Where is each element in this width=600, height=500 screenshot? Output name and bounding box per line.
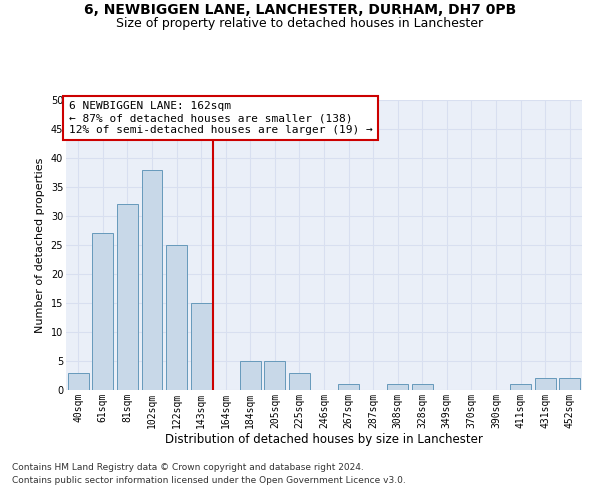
Bar xyxy=(240,361,261,390)
Bar xyxy=(92,234,113,390)
Text: 6, NEWBIGGEN LANE, LANCHESTER, DURHAM, DH7 0PB: 6, NEWBIGGEN LANE, LANCHESTER, DURHAM, D… xyxy=(84,2,516,16)
Bar xyxy=(289,372,310,390)
Bar xyxy=(68,372,89,390)
Bar xyxy=(117,204,138,390)
Bar xyxy=(338,384,359,390)
Bar xyxy=(535,378,556,390)
Bar xyxy=(142,170,163,390)
Bar xyxy=(265,361,286,390)
Y-axis label: Number of detached properties: Number of detached properties xyxy=(35,158,45,332)
Text: Contains public sector information licensed under the Open Government Licence v3: Contains public sector information licen… xyxy=(12,476,406,485)
Bar xyxy=(166,245,187,390)
Text: Size of property relative to detached houses in Lanchester: Size of property relative to detached ho… xyxy=(116,18,484,30)
Bar xyxy=(510,384,531,390)
Text: Distribution of detached houses by size in Lanchester: Distribution of detached houses by size … xyxy=(165,432,483,446)
Bar xyxy=(559,378,580,390)
Text: 6 NEWBIGGEN LANE: 162sqm
← 87% of detached houses are smaller (138)
12% of semi-: 6 NEWBIGGEN LANE: 162sqm ← 87% of detach… xyxy=(68,102,373,134)
Bar xyxy=(412,384,433,390)
Text: Contains HM Land Registry data © Crown copyright and database right 2024.: Contains HM Land Registry data © Crown c… xyxy=(12,464,364,472)
Bar xyxy=(387,384,408,390)
Bar xyxy=(191,303,212,390)
